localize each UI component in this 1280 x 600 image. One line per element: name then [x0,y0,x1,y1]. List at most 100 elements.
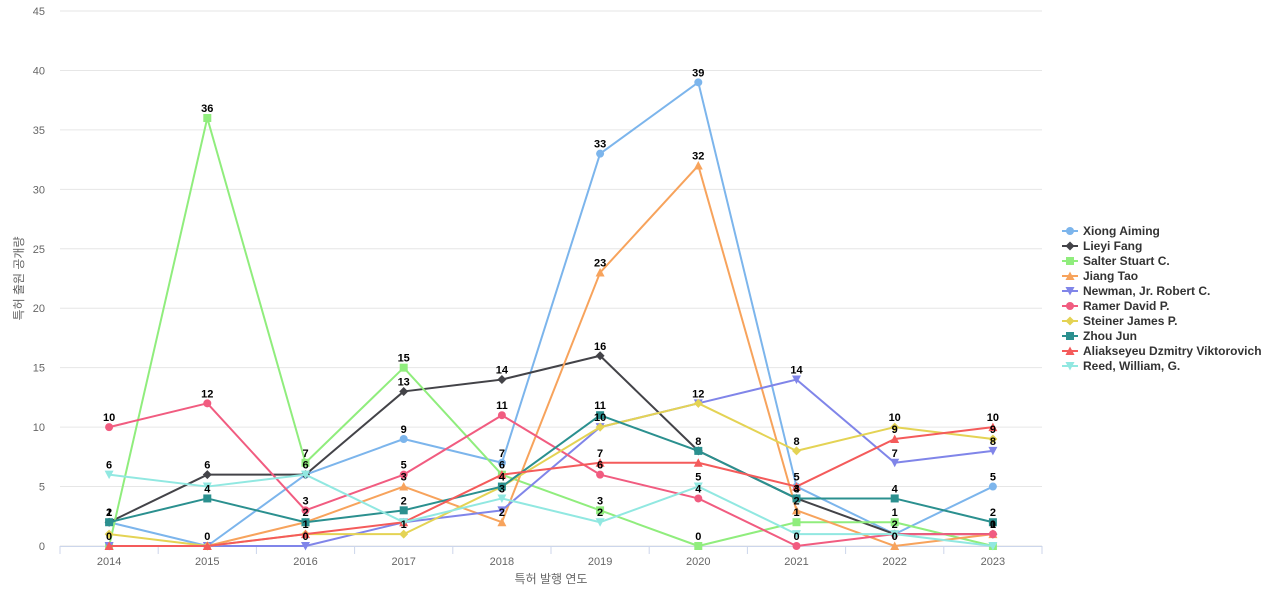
legend-item[interactable]: Steiner James P. [1062,314,1178,328]
data-point [595,518,605,527]
data-label: 2 [401,495,407,507]
data-point [497,411,506,420]
legend-marker [1066,332,1074,340]
data-point [595,458,605,467]
series-0 [105,78,997,550]
data-label: 1 [990,519,996,531]
data-point [792,482,801,491]
data-point [203,399,212,408]
legend-item[interactable]: Jiang Tao [1062,269,1138,283]
data-point [595,351,605,361]
data-point [203,114,212,122]
y-axis-title: 특허 출원 공개량 [12,237,26,321]
data-point [202,541,212,550]
data-point [890,458,900,468]
legend-item[interactable]: Ramer David P. [1062,299,1170,313]
x-tick-label: 2018 [490,556,514,568]
data-label: 10 [889,412,901,424]
data-label: 0 [106,531,112,543]
data-label: 4 [695,483,702,495]
legend-item[interactable]: Reed, William, G. [1062,359,1180,373]
data-label: 6 [302,460,308,472]
data-labels: 2101063612640763210151395321141176432332… [103,67,999,543]
legend-label: Lieyi Fang [1083,239,1142,253]
data-point [399,386,409,396]
data-label: 7 [892,448,898,460]
data-point [301,506,310,515]
data-label: 9 [892,424,898,436]
data-label: 1 [302,519,308,531]
legend-item[interactable]: Zhou Jun [1062,329,1137,343]
data-label: 0 [695,531,701,543]
data-point [399,506,408,515]
legend-item[interactable]: Salter Stuart C. [1062,254,1170,268]
data-label: 3 [499,483,505,495]
data-point [988,518,997,527]
x-tick-label: 2019 [588,556,612,568]
data-point [497,375,507,385]
data-point [202,470,212,480]
data-point [203,494,212,503]
data-label: 2 [892,519,898,531]
data-label: 8 [695,436,701,448]
data-point [694,78,703,87]
data-label: 12 [692,388,704,400]
series-9 [104,470,998,551]
data-point [105,518,114,527]
data-point [988,434,998,444]
x-tick-label: 2015 [195,556,219,568]
series-line [108,414,994,524]
data-label: 8 [793,436,799,448]
data-label: 4 [793,483,800,495]
series-line [108,81,994,547]
data-point [596,149,605,158]
data-point [988,542,998,551]
data-label: 14 [496,365,509,377]
legend-label: Zhou Jun [1083,329,1137,343]
data-point [792,505,801,515]
data-label: 6 [499,460,505,472]
legend-marker [1065,346,1075,355]
data-label: 7 [302,448,308,460]
data-label: 4 [499,472,506,484]
y-tick-label: 40 [33,65,45,77]
data-label: 0 [302,531,308,543]
x-tick-label: 2023 [981,556,1005,568]
data-point [890,422,900,432]
legend-marker [1065,241,1075,251]
legend-item[interactable]: Aliakseyeu Dzmitry Viktorovich [1062,344,1262,358]
data-label: 16 [594,341,606,353]
data-point [497,517,507,527]
data-label: 11 [496,400,508,412]
series-line [108,473,994,547]
legend-item[interactable]: Xiong Aiming [1062,224,1160,238]
data-point [497,494,507,503]
legend-marker [1065,271,1075,280]
legend-marker [1065,316,1075,326]
data-point [792,530,801,539]
series-line [109,426,994,547]
data-label: 0 [990,519,996,531]
data-point [792,518,801,527]
data-point [988,482,997,491]
data-label: 1 [892,507,898,519]
legend-label: Steiner James P. [1083,314,1178,328]
legend-item[interactable]: Lieyi Fang [1062,239,1142,253]
data-label: 6 [106,460,112,472]
data-point [497,470,507,479]
data-label: 2 [106,507,112,519]
series-line [108,354,993,536]
data-label: 2 [499,507,505,519]
data-label: 3 [401,472,407,484]
legend-item[interactable]: Newman, Jr. Robert C. [1062,284,1210,298]
data-label: 12 [201,388,213,400]
data-point [988,530,997,539]
data-label: 11 [594,400,606,412]
data-point [792,542,801,550]
legend-label: Newman, Jr. Robert C. [1083,284,1210,298]
data-point [104,541,114,550]
data-point [301,470,310,480]
